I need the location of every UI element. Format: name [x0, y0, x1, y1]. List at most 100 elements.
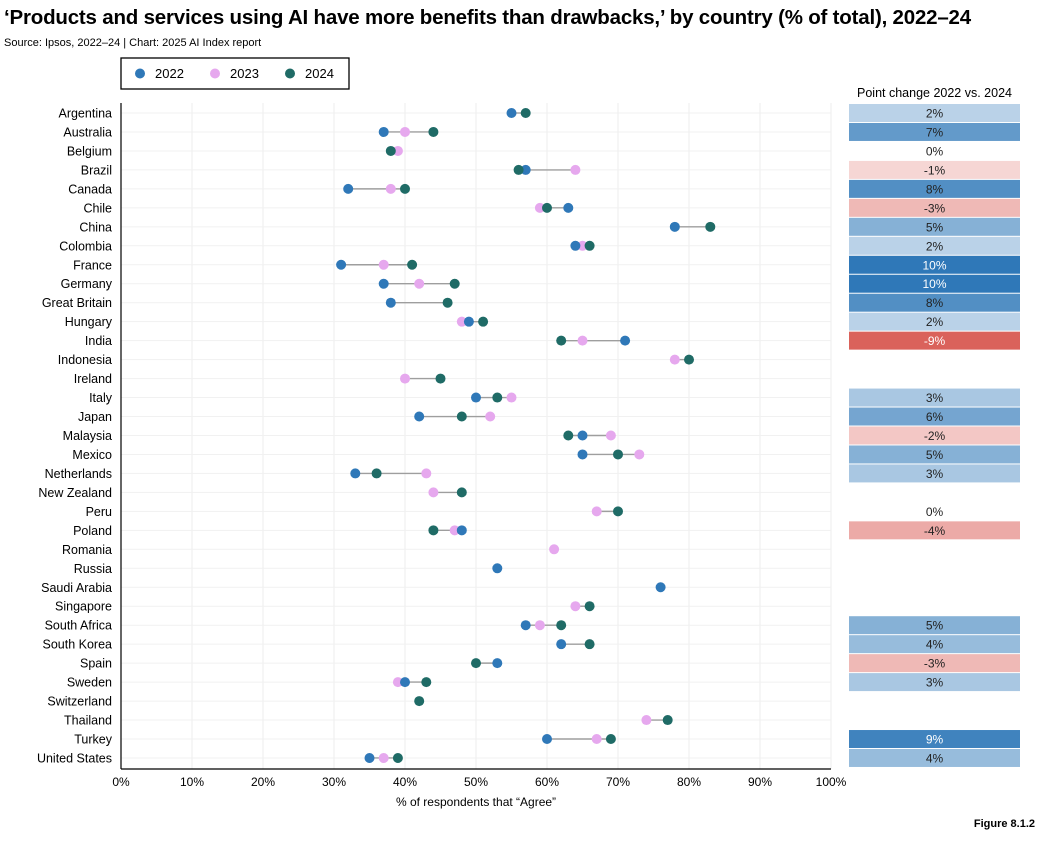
legend-label-2022: 2022	[155, 66, 184, 81]
chart-title: ‘Products and services using AI have mor…	[4, 6, 971, 29]
dot-2022	[364, 752, 375, 763]
change-cell	[849, 616, 1020, 635]
country-label: India	[85, 334, 112, 348]
dot-2023	[506, 392, 517, 403]
country-label: Russia	[74, 562, 112, 576]
dot-2024	[613, 506, 623, 517]
country-label: Germany	[61, 277, 113, 291]
dot-2022	[400, 677, 410, 688]
dot-2024	[442, 297, 453, 308]
country-label: Ireland	[74, 372, 112, 386]
x-tick-label: 70%	[606, 775, 630, 789]
dot-2023	[577, 335, 588, 346]
change-label: 4%	[926, 638, 944, 652]
change-cell	[849, 502, 1020, 521]
change-cell	[849, 445, 1020, 464]
dot-2022	[378, 126, 389, 137]
country-label: Spain	[80, 657, 112, 671]
country-label: Singapore	[55, 600, 112, 614]
country-label: Thailand	[64, 714, 112, 728]
dot-2024	[520, 108, 531, 118]
country-label: Romania	[62, 543, 112, 557]
change-cell	[849, 748, 1020, 767]
change-label: 5%	[926, 220, 944, 234]
dot-2024	[435, 373, 446, 384]
change-label: 2%	[926, 239, 944, 253]
country-label: China	[79, 220, 112, 234]
country-label: Peru	[86, 505, 112, 519]
change-label: -3%	[924, 657, 946, 671]
dot-2024	[478, 316, 489, 327]
country-label: Netherlands	[45, 467, 112, 481]
x-tick-label: 90%	[748, 775, 772, 789]
dot-2023	[378, 259, 389, 270]
dot-2023	[534, 202, 545, 213]
x-tick-label: 60%	[535, 775, 559, 789]
change-label: 5%	[926, 448, 944, 462]
dot-2024	[456, 411, 467, 422]
dot-2022	[520, 164, 531, 175]
dot-2022	[570, 240, 581, 251]
x-tick-label: 30%	[322, 775, 346, 789]
x-tick-label: 50%	[464, 775, 488, 789]
x-tick-label: 80%	[677, 775, 701, 789]
change-label: 8%	[926, 182, 944, 196]
country-label: Canada	[68, 182, 112, 196]
country-label: Malaysia	[63, 429, 112, 443]
dot-2024	[556, 620, 567, 631]
dot-2022	[577, 449, 588, 460]
change-label: 3%	[926, 467, 944, 481]
dot-2022	[463, 316, 474, 327]
dot-2024	[513, 164, 524, 175]
x-tick-label: 10%	[180, 775, 204, 789]
change-cell	[849, 673, 1020, 692]
country-label: South Africa	[45, 619, 112, 633]
change-label: -3%	[924, 201, 946, 215]
country-label: South Korea	[43, 638, 113, 652]
dot-2022	[378, 278, 389, 289]
x-tick-label: 20%	[251, 775, 275, 789]
dot-2024	[605, 734, 616, 745]
dot-2023	[591, 734, 602, 745]
dot-2022	[456, 525, 467, 536]
change-label: 0%	[926, 505, 944, 519]
chart-source: Source: Ipsos, 2022–24 | Chart: 2025 AI …	[4, 37, 262, 49]
dot-2023	[392, 145, 403, 156]
dot-2022	[350, 468, 361, 479]
side-table-title: Point change 2022 vs. 2024	[857, 86, 1012, 100]
country-label: Colombia	[59, 239, 112, 253]
change-cell	[849, 236, 1020, 255]
dot-2024	[584, 601, 595, 612]
dot-2023	[400, 373, 410, 384]
dot-2022	[577, 430, 588, 441]
change-cell	[849, 730, 1020, 748]
country-label: Italy	[89, 391, 113, 405]
dot-2022	[385, 297, 396, 308]
change-cell	[849, 407, 1020, 426]
change-cell	[849, 312, 1020, 331]
change-cell	[849, 141, 1020, 160]
country-label: Sweden	[67, 676, 112, 690]
change-label: 6%	[926, 410, 944, 424]
dot-2024	[371, 468, 382, 479]
legend-marker-2024	[285, 68, 295, 79]
change-cell	[849, 331, 1020, 350]
dot-2023	[641, 715, 652, 726]
dot-2024	[428, 525, 439, 536]
change-label: 9%	[926, 733, 944, 747]
dot-2023	[456, 316, 467, 327]
dot-2022	[471, 392, 481, 403]
change-cell	[849, 255, 1020, 274]
dot-2022	[414, 411, 425, 422]
dot-2022	[542, 734, 552, 745]
change-cell	[849, 293, 1020, 312]
legend-box	[120, 57, 350, 90]
change-cell	[849, 464, 1020, 483]
change-cell	[849, 217, 1020, 236]
dot-2023	[378, 752, 389, 763]
country-label: Japan	[78, 410, 112, 424]
dot-2024	[385, 145, 396, 156]
legend-label-2023: 2023	[230, 66, 259, 81]
dot-2023	[449, 525, 460, 536]
dot-2024	[684, 354, 694, 365]
